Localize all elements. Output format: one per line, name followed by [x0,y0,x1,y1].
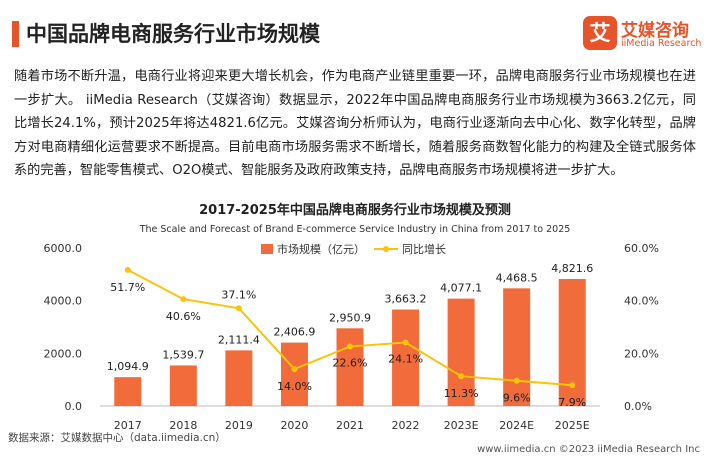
x-tick-label: 2022 [392,419,420,432]
growth-point-2018 [180,296,187,303]
chart-legend: 市场规模（亿元） 同比增长 [261,242,446,256]
bar-value-label: 2,950.9 [329,311,371,324]
growth-value-label: 22.6% [333,356,368,369]
bar-2021 [336,328,364,406]
logo-text-cn: 艾媒咨询 [621,21,689,41]
x-tick-label: 2019 [225,419,253,432]
x-tick-label: 2025E [555,419,590,432]
growth-point-2021 [347,343,353,350]
bar-series [114,279,586,406]
bar-value-label: 1,094.9 [107,360,149,373]
logo-mark: 艾 [583,16,617,50]
chart-subtitle: The Scale and Forecast of Brand E-commer… [139,224,571,235]
bar-2022 [392,309,420,406]
chart-title: 2017-2025年中国品牌电商服务行业市场规模及预测 [199,202,511,218]
growth-value-label: 40.6% [166,310,201,323]
bar-value-label: 2,111.4 [218,333,260,346]
growth-value-label: 7.9% [558,396,586,409]
bar-value-labels: 1,094.9 1,539.7 2,111.4 2,406.9 2,950.9 3,663… [107,262,593,373]
growth-value-label: 24.1% [388,353,423,366]
y-left-tick-label: 6000.0 [44,242,83,255]
bar-value-label: 2,406.9 [273,326,315,339]
y-right-tick-label: 60.0% [624,242,659,255]
growth-point-2019 [235,305,242,312]
logo-text-en: iiMedia Research [621,38,702,49]
x-tick-label: 2017 [114,419,142,432]
bar-value-label: 3,663.2 [385,293,427,306]
y-axis-left: 0.0 2000.0 4000.0 6000.0 [44,242,83,413]
growth-point-2024E [513,377,520,384]
growth-points [124,266,576,389]
growth-point-2020 [291,366,298,373]
x-tick-label: 2021 [336,419,364,432]
bar-value-label: 4,077.1 [440,282,482,295]
legend-bar-label: 市场规模（亿元） [277,242,365,256]
y-left-tick-label: 0.0 [65,400,83,413]
bar-value-label: 4,821.6 [551,262,593,275]
x-axis-labels: 2017 2018 2019 2020 2021 2022 2023E 2024E 2025E [114,419,590,432]
page-title: 中国品牌电商服务行业市场规模 [26,22,320,46]
y-right-tick-label: 40.0% [624,295,659,308]
intro-paragraph: 随着市场不断升温，电商行业将迎来更大增长机会，作为电商产业链里重要一环，品牌电商… [14,69,696,178]
iimedia-logo: 艾 艾媒咨询 iiMedia Research [583,14,701,56]
bar-2019 [225,350,253,406]
growth-value-label: 9.6% [503,392,531,405]
growth-point-2022 [402,339,409,346]
legend-line-label: 同比增长 [402,242,446,256]
bar-value-label: 1,539.7 [162,348,204,361]
legend-line-marker [383,246,389,252]
growth-value-label: 11.3% [444,387,479,400]
y-left-tick-label: 2000.0 [44,347,83,360]
title-accent-bar [12,21,19,47]
growth-value-labels: 51.7% 40.6% 37.1% 14.0% 22.6% 24.1% 11.3% 9.6% 7… [110,281,586,409]
bar-2017 [114,377,142,406]
growth-point-2017 [124,266,131,273]
growth-value-label: 37.1% [221,288,256,301]
data-source: 数据来源：艾媒数据中心（data.iimedia.cn） [8,432,226,444]
growth-value-label: 14.0% [277,380,312,393]
y-left-tick-label: 4000.0 [44,295,83,308]
y-axis-right: 0.0% 20.0% 40.0% 60.0% [624,242,659,413]
y-right-tick-label: 0.0% [624,400,652,413]
x-tick-label: 2023E [444,419,479,432]
growth-point-2025E [569,382,576,389]
bar-2018 [169,365,197,406]
bar-2020 [280,342,308,406]
footer-copyright: www.iimedia.cn ©2023 iiMedia Research In… [477,444,700,455]
x-tick-label: 2024E [499,419,534,432]
x-tick-label: 2018 [169,419,197,432]
bar-value-label: 4,468.5 [496,271,538,284]
x-tick-label: 2020 [280,419,308,432]
bar-2024E [503,288,531,406]
bar-2023E [447,298,475,406]
growth-value-label: 51.7% [110,281,145,294]
y-right-tick-label: 20.0% [624,347,659,360]
legend-bar-swatch [261,244,273,254]
growth-point-2023E [458,373,465,380]
